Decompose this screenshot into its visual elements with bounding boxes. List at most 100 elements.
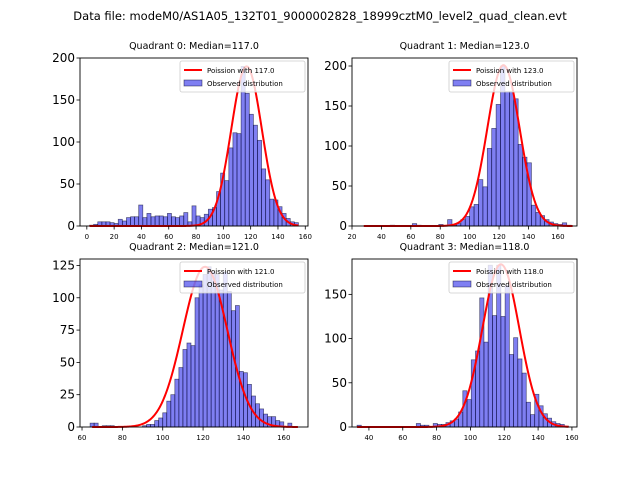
y-tick-label: 150 — [324, 99, 347, 113]
x-tick-label: 140 — [237, 434, 250, 442]
histogram-bar — [170, 394, 176, 428]
histogram-bar — [232, 132, 238, 227]
quadrant-1-panel: Quadrant 1: Median=123.0 0 50 100 150 200 20 40… — [324, 41, 578, 241]
legend-label-poisson: Poission with 118.0 — [476, 268, 544, 276]
legend: Poission with 118.0 Observed distribution — [448, 261, 575, 294]
histogram-bar — [186, 342, 192, 428]
y-tick-label: 0 — [67, 420, 75, 434]
x-tick-label: 140 — [531, 434, 544, 442]
legend-box — [179, 60, 306, 93]
x-tick-label: 40 — [364, 434, 373, 442]
legend-bar-swatch — [452, 280, 472, 288]
x-tick-label: 140 — [522, 233, 535, 241]
histogram-bar — [174, 378, 180, 428]
histogram-bar — [257, 139, 262, 227]
x-tick-label: 120 — [196, 434, 209, 442]
histogram-bar — [162, 216, 168, 227]
y-tick-label: 75 — [60, 323, 75, 337]
histogram-bar — [525, 401, 531, 428]
legend-bar-swatch — [183, 280, 203, 288]
histogram-bar — [478, 179, 484, 227]
histogram-bar — [146, 213, 152, 227]
legend-bar-swatch — [183, 79, 203, 87]
figure-suptitle: Data file: modeM0/AS1A05_132T01_90000028… — [73, 9, 567, 23]
legend: Poission with 121.0 Observed distribution — [179, 261, 306, 294]
histogram-bar — [259, 408, 264, 428]
y-tick-label: 50 — [60, 177, 75, 191]
x-tick-label: 80 — [432, 434, 441, 442]
y-tick-label: 100 — [324, 332, 347, 346]
histogram-bar — [469, 206, 475, 227]
y-tick-label: 0 — [339, 420, 347, 434]
legend-box — [448, 261, 575, 294]
histogram-bar — [191, 205, 197, 227]
x-tick-label: 160 — [299, 233, 312, 241]
y-tick-label: 50 — [332, 179, 347, 193]
x-tick-label: 160 — [277, 434, 290, 442]
histogram-bar — [226, 290, 232, 428]
axes-frame — [351, 258, 578, 428]
x-tick-label: 160 — [551, 233, 564, 241]
histogram-bar — [248, 113, 254, 227]
legend-label-observed: Observed distribution — [207, 281, 283, 289]
histogram-bar — [504, 285, 510, 428]
histogram-bar — [521, 372, 527, 428]
histogram-bar — [194, 297, 200, 428]
x-tick-label: 140 — [271, 233, 284, 241]
legend-bar-swatch — [452, 79, 472, 87]
legend-label-observed: Observed distribution — [476, 281, 552, 289]
x-tick-label: 40 — [377, 233, 386, 241]
y-tick-label: 150 — [324, 287, 347, 301]
x-tick-label: 120 — [498, 434, 511, 442]
histogram-bar — [130, 216, 135, 227]
histogram-bar — [491, 128, 497, 227]
y-tick-label: 25 — [60, 388, 75, 402]
y-tick-label: 200 — [52, 51, 75, 65]
histogram-bar — [202, 274, 208, 428]
histogram-bar — [183, 212, 189, 227]
histogram-bar — [265, 179, 271, 227]
histogram-bar — [150, 216, 156, 227]
quadrant-2-panel: Quadrant 2: Median=121.0 0 25 50 75 100 125 60 8… — [52, 242, 309, 442]
legend: Poission with 117.0 Observed distribution — [179, 60, 306, 93]
histogram-bar — [228, 147, 234, 227]
histogram-bar — [473, 204, 479, 227]
axes-frame — [79, 258, 309, 428]
histogram-bar — [464, 216, 470, 227]
x-tick-label: 120 — [244, 233, 257, 241]
histogram-bar — [479, 297, 485, 428]
histogram-bar — [530, 414, 536, 428]
histogram-bar — [175, 217, 181, 227]
histogram-bar — [517, 144, 523, 227]
x-tick-label: 60 — [398, 434, 407, 442]
legend-box — [448, 60, 575, 93]
axes-frame — [351, 57, 578, 227]
y-tick-label: 100 — [52, 291, 75, 305]
x-tick-label: 100 — [156, 434, 169, 442]
legend-label-poisson: Poission with 121.0 — [207, 268, 275, 276]
y-tick-label: 150 — [52, 93, 75, 107]
y-tick-label: 0 — [339, 219, 347, 233]
quadrant-0-panel: Quadrant 0: Median=117.0 0 50 100 150 200 0 20 4… — [52, 41, 312, 241]
legend-label-poisson: Poission with 117.0 — [207, 67, 275, 75]
x-tick-label: 60 — [406, 233, 415, 241]
histogram-bar — [154, 215, 160, 227]
histogram-bar — [495, 104, 501, 227]
x-tick-label: 100 — [463, 233, 476, 241]
histogram-bar — [126, 217, 131, 227]
histogram-bar — [500, 316, 506, 428]
quadrant-3-panel: Quadrant 3: Median=118.0 0 50 100 150 40 60 80 1… — [324, 242, 579, 442]
histogram-bar — [466, 399, 472, 428]
histogram-bar — [224, 180, 230, 227]
histogram-bar — [261, 168, 267, 227]
histogram-bar — [269, 198, 275, 227]
x-tick-label: 80 — [118, 434, 127, 442]
histogram-bar — [179, 215, 185, 227]
histogram-bar — [263, 413, 268, 428]
histogram-bar — [198, 284, 204, 428]
histogram-bars — [356, 264, 569, 428]
x-tick-label: 160 — [565, 434, 578, 442]
histogram-bar — [508, 354, 514, 428]
x-tick-label: 80 — [192, 233, 201, 241]
